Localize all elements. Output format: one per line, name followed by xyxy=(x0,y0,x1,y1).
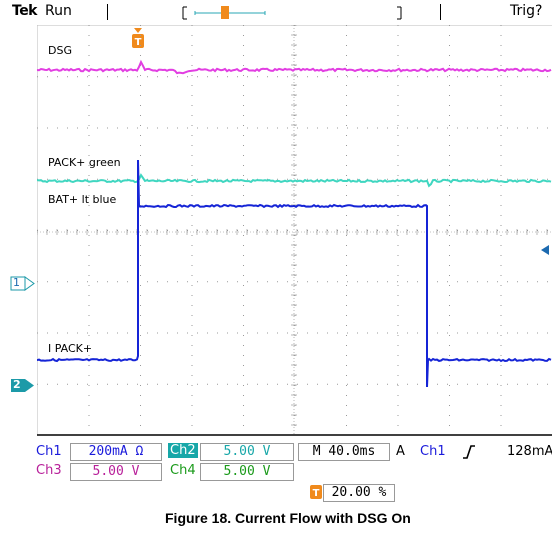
ch1-scale[interactable]: 200mA Ω xyxy=(70,443,162,461)
rising-edge-icon xyxy=(463,445,475,459)
run-state: Run xyxy=(45,3,72,19)
trigger-level-arrow-icon xyxy=(541,245,549,255)
ch2-scale[interactable]: 5.00 V xyxy=(200,443,294,461)
bat-plus-trace xyxy=(37,159,552,388)
header-divider xyxy=(440,4,441,20)
svg-text:T: T xyxy=(313,488,320,499)
bat-plus-label: BAT+ lt blue xyxy=(48,193,117,206)
header-divider xyxy=(107,4,108,20)
trigger-marker-icon xyxy=(221,6,229,19)
waveform-graticule xyxy=(37,25,552,436)
trigger-state: Trig? xyxy=(510,3,543,19)
ch4-label: Ch4 xyxy=(170,463,196,478)
ch1-label: Ch1 xyxy=(36,444,62,459)
ch2-marker-label: 2 xyxy=(13,378,21,391)
trigger-position[interactable]: 20.00 % xyxy=(323,484,395,502)
trigger-source[interactable]: Ch1 xyxy=(420,444,446,459)
timebase[interactable]: M 40.0ms xyxy=(298,443,390,461)
trigger-position-badge-icon: T xyxy=(310,485,322,499)
svg-text:T: T xyxy=(135,37,142,48)
trigger-level[interactable]: 128mA xyxy=(507,444,552,459)
trigger-position-icon[interactable]: T xyxy=(131,28,145,50)
ch2-label: Ch2 xyxy=(168,443,198,458)
pack-plus-trace xyxy=(37,173,552,188)
ch3-scale[interactable]: 5.00 V xyxy=(70,463,162,481)
i-pack-label: I PACK+ xyxy=(48,342,93,355)
figure-caption: Figure 18. Current Flow with DSG On xyxy=(165,510,411,526)
pack-plus-label: PACK+ green xyxy=(48,156,121,169)
brand-logo: Tek xyxy=(12,3,38,19)
trigger-mode: A xyxy=(396,444,405,459)
dsg-label: DSG xyxy=(48,44,72,57)
record-position-bar[interactable] xyxy=(175,3,415,23)
ch2-ground-marker[interactable] xyxy=(10,378,36,394)
ch3-label: Ch3 xyxy=(36,463,62,478)
ch1-ground-marker[interactable] xyxy=(10,276,36,292)
dsg-trace xyxy=(37,59,552,75)
ch4-scale[interactable]: 5.00 V xyxy=(200,463,294,481)
ch1-marker-label: 1 xyxy=(13,276,20,289)
